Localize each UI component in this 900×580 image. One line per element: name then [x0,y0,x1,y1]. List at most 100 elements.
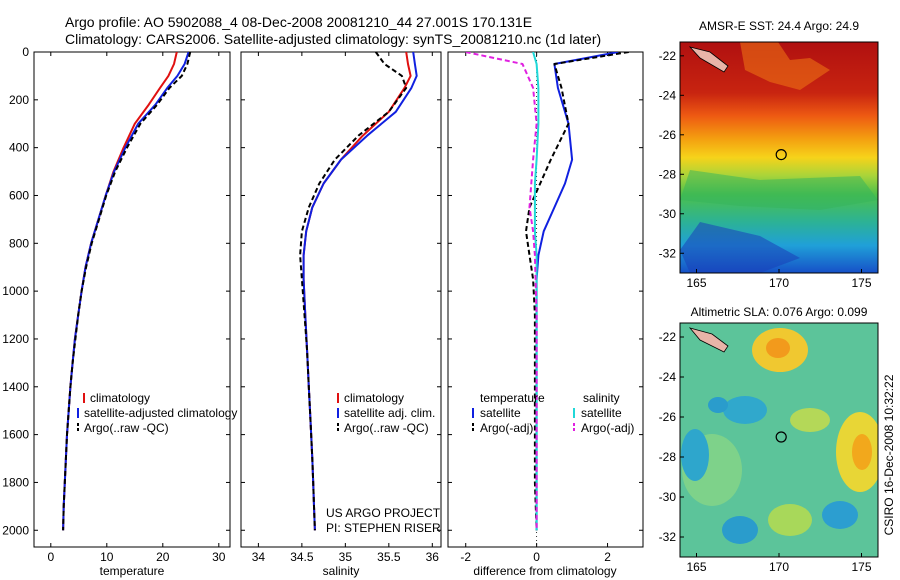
temperature-xlabel: temperature [100,564,165,578]
y-tick-label: -28 [659,450,677,464]
salinity-ticks: 34 34.5 35 35.5 36 [241,51,441,564]
sst-map-title: AMSR-E SST: 24.4 Argo: 24.9 [699,19,859,33]
y-tick-label: -24 [659,370,677,384]
y-tick-label: 600 [9,188,29,202]
y-tick-label: 1600 [2,428,29,442]
sla-mid-blob [768,504,812,536]
legend-satellite: satellite adj. clim. [344,406,435,420]
sla-low-blob [822,501,858,529]
sla-low-blob [722,516,758,544]
sst-warm-patch [740,42,830,90]
x-tick-label: 170 [769,560,789,574]
y-tick-label: -30 [659,490,677,504]
sla-peak-blob [852,434,872,470]
header-line2: Climatology: CARS2006. Satellite-adjuste… [65,31,601,47]
y-tick-label: 0 [22,45,29,59]
sst-cool-patch [680,222,800,273]
legend-argo: Argo(..raw -QC) [344,421,429,435]
sst-green-band [680,170,878,210]
y-tick-label: -22 [659,330,677,344]
legend-argo: Argo(..raw -QC) [84,421,169,435]
legend-temp-argo: Argo(-adj) [480,421,533,435]
temperature-series [62,52,192,531]
difference-series [465,52,629,531]
y-tick-label: 1800 [2,475,29,489]
x-tick-label: -2 [460,550,471,564]
difference-ticks: -2 0 2 [448,51,643,564]
legend-climatology: climatology [344,391,404,405]
x-tick-label: 175 [851,560,871,574]
y-tick-label: 800 [9,236,29,250]
x-tick-label: 35 [339,550,353,564]
series-line-temperature-argo [525,52,629,531]
x-tick-label: 2 [604,550,611,564]
y-tick-label: -24 [659,88,677,102]
salinity-axes [240,51,442,548]
temperature-axes [33,51,231,548]
series-line-salinity-satellite [532,52,540,531]
x-tick-label: 35.5 [377,550,401,564]
y-tick-label: 2000 [2,523,29,537]
x-tick-label: 175 [851,276,871,290]
x-tick-label: 170 [769,276,789,290]
legend-satellite: satellite-adjusted climatology [84,406,237,420]
sla-mid-blob [790,408,830,432]
credit-project: US ARGO PROJECT [326,506,441,520]
x-tick-label: 0 [47,550,54,564]
x-tick-label: 165 [686,276,706,290]
y-tick-label: -32 [659,530,677,544]
credit-pi: PI: STEPHEN RISER [326,521,441,535]
legend-sal-argo: Argo(-adj) [581,421,634,435]
y-tick-label: 1000 [2,284,29,298]
y-tick-label: -26 [659,128,677,142]
difference-xlabel: difference from climatology [473,564,616,578]
salinity-panel: 34 34.5 35 35.5 36 salinity climatology sate… [240,51,442,578]
salinity-legend: climatology satellite adj. clim. Argo(..… [337,391,435,435]
header-line1: Argo profile: AO 5902088_4 08-Dec-2008 2… [65,14,532,30]
sla-map-ticks: 165 170 175 -22 -24 -26 -28 -30 -32 [659,330,872,574]
y-tick-label: -30 [659,207,677,221]
temperature-panel: 0 10 20 30 0 200 400 600 800 1000 1200 1400 1600 1800… [2,45,237,578]
side-stamp: CSIRO 16-Dec-2008 10:32:22 [882,374,896,535]
difference-panel: -2 0 2 difference from climatology tempera… [447,51,644,578]
y-tick-label: -26 [659,410,677,424]
y-tick-label: 1400 [2,380,29,394]
series-line-salinity-argo [465,52,538,531]
x-tick-label: 34.5 [290,550,314,564]
legend-sal-satellite: satellite [581,406,622,420]
sla-low-blob [681,429,709,481]
y-tick-label: 1200 [2,332,29,346]
landmass-icon [688,327,729,353]
sla-peak-blob [766,338,790,358]
difference-axes [447,51,644,548]
sla-map-panel: Altimetric SLA: 0.076 Argo: 0.099 165 170… [659,305,879,574]
sla-low-blob [723,396,767,424]
x-tick-label: 36 [426,550,440,564]
argo-position-marker [775,149,787,161]
sst-map-panel: AMSR-E SST: 24.4 Argo: 24.9 165 170 175 -22… [659,19,879,290]
x-tick-label: 10 [100,550,114,564]
legend-climatology: climatology [90,391,150,405]
y-tick-label: 400 [9,141,29,155]
x-tick-label: 165 [686,560,706,574]
salinity-series [299,52,418,531]
series-line-argo [299,52,408,531]
difference-legend: temperature salinity satellite Argo(-adj… [472,391,634,435]
x-tick-label: 30 [212,550,226,564]
legend-temp-satellite: satellite [480,406,521,420]
argo-position-marker [775,431,787,443]
x-tick-label: 0 [533,550,540,564]
legend-header-salinity: salinity [583,391,620,405]
temperature-ticks: 0 10 20 30 0 200 400 600 800 1000 1200 1400 1600 1800… [2,45,230,564]
y-tick-label: 200 [9,93,29,107]
temperature-legend: climatology satellite-adjusted climatolo… [77,391,237,435]
sla-low-blob [708,397,728,413]
series-line-argo [62,52,192,531]
sst-map-field [680,42,878,273]
sst-map-ticks: 165 170 175 -22 -24 -26 -28 -30 -32 [659,49,872,290]
sla-map-field [680,323,878,557]
x-tick-label: 20 [156,550,170,564]
legend-header-temperature: temperature [480,391,545,405]
y-tick-label: -28 [659,167,677,181]
salinity-xlabel: salinity [323,564,360,578]
